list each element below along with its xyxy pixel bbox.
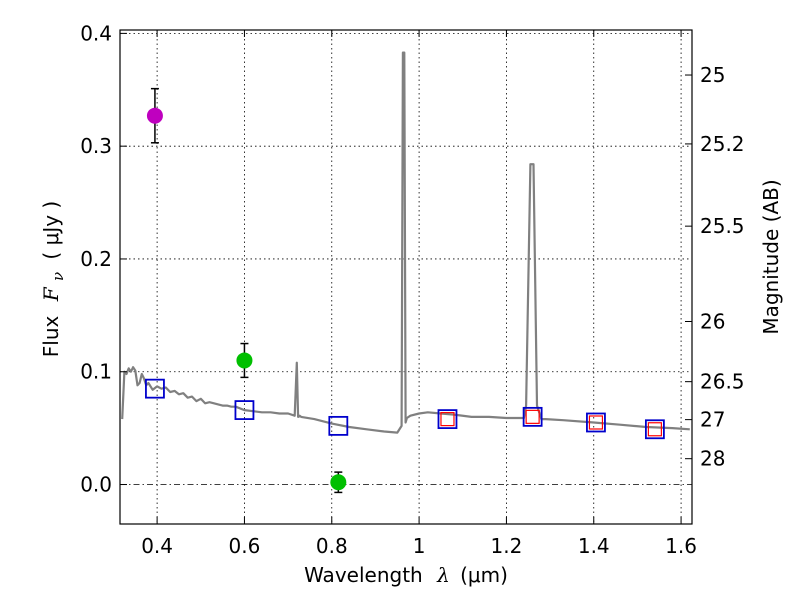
y-axis-label: Flux F ν ( μJy ) — [39, 201, 68, 357]
x-tick-label: 1 — [413, 534, 426, 558]
model-point — [586, 412, 606, 433]
magnitude-tick-label: 25.5 — [700, 214, 745, 238]
x-axis-label-text: Wavelength — [304, 563, 423, 587]
x-tick-label: 1.4 — [578, 534, 610, 558]
y-axis-label-symbol: F — [39, 286, 63, 302]
y-axis-label-subscript: ν — [49, 272, 67, 281]
model-point — [522, 406, 543, 427]
model-point-inner — [440, 412, 455, 427]
plot-frame — [119, 29, 693, 525]
photometry-point — [146, 107, 163, 124]
model-point — [145, 378, 165, 399]
y-tick-label: 0.1 — [80, 360, 112, 384]
y-tick-label: 0.2 — [80, 247, 112, 271]
y-tick-label: 0.3 — [80, 134, 112, 158]
x-tick-label: 1.2 — [491, 534, 523, 558]
photometry-point — [236, 352, 253, 369]
magnitude-tick-label: 27 — [700, 408, 725, 432]
y-tick-label: 0.0 — [80, 473, 112, 497]
x-tick-label: 0.4 — [141, 534, 173, 558]
model-point-inner — [588, 415, 604, 430]
magnitude-tick-label: 28 — [700, 447, 725, 471]
magnitude-tick-label: 26.5 — [700, 370, 745, 394]
magnitude-tick-label: 25 — [700, 63, 725, 87]
model-point — [437, 409, 458, 430]
y-axis-label-text: Flux — [39, 315, 63, 357]
data-markers — [145, 87, 665, 494]
model-point — [328, 415, 349, 436]
x-tick-label: 1.6 — [665, 534, 697, 558]
model-point-inner — [647, 422, 662, 437]
magnitude-tick-label: 25.2 — [700, 132, 745, 156]
model-point — [644, 419, 665, 440]
spectrum-line — [121, 51, 690, 434]
magnitude-tick-label: 26 — [700, 310, 725, 334]
axis-ticks: 0.4 0.6 0.8 1 1.2 1.4 1.6 0.0 0.1 0.2 0.3 0.4 25 25.2… — [80, 21, 744, 558]
y-axis-label-unit: ( μJy ) — [39, 201, 63, 260]
model-point-inner — [525, 409, 540, 424]
x-axis-label: Wavelength λ (μm) — [304, 563, 508, 587]
x-tick-label: 0.8 — [316, 534, 348, 558]
magnitude-axis-label: Magnitude (AB) — [759, 179, 783, 334]
x-axis-label-unit: (μm) — [460, 563, 508, 587]
photometry-point — [330, 474, 347, 491]
y-tick-label: 0.4 — [80, 21, 112, 45]
model-point — [234, 400, 255, 420]
x-tick-label: 0.6 — [229, 534, 261, 558]
x-axis-label-symbol: λ — [436, 563, 450, 587]
